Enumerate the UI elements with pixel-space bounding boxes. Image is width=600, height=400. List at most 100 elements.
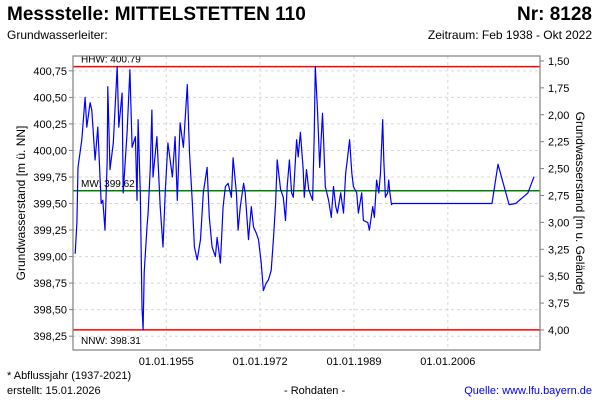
data-point bbox=[131, 146, 133, 148]
y-tick-label: 398,50 bbox=[33, 305, 67, 317]
data-point bbox=[224, 186, 226, 187]
data-point bbox=[235, 192, 237, 194]
created-date: erstellt: 15.01.2026 bbox=[7, 385, 101, 397]
data-point bbox=[296, 139, 298, 141]
data-point bbox=[121, 92, 123, 94]
data-point bbox=[258, 239, 259, 241]
data-point bbox=[357, 212, 359, 214]
data-point bbox=[272, 239, 274, 241]
rawdata-label: - Rohdaten - bbox=[284, 385, 346, 397]
y-tick-label: 399,00 bbox=[33, 252, 67, 264]
data-point bbox=[211, 246, 213, 248]
data-point bbox=[156, 136, 158, 138]
data-point bbox=[102, 199, 104, 201]
data-point bbox=[491, 203, 493, 204]
data-point bbox=[346, 159, 348, 161]
data-point bbox=[361, 192, 363, 194]
data-point bbox=[286, 186, 288, 187]
data-point bbox=[303, 196, 305, 198]
y-right-tick-label: 3,00 bbox=[548, 217, 569, 229]
data-point bbox=[112, 142, 114, 144]
data-point bbox=[129, 69, 131, 71]
data-point bbox=[323, 139, 325, 141]
data-point bbox=[182, 146, 184, 148]
data-point bbox=[250, 206, 252, 208]
data-point bbox=[276, 159, 278, 161]
x-tick-label: 01.01.1989 bbox=[326, 356, 381, 368]
data-point bbox=[193, 246, 195, 248]
data-point bbox=[253, 226, 254, 228]
data-point bbox=[171, 176, 173, 178]
y-tick-label: 399,50 bbox=[33, 199, 67, 211]
data-point bbox=[387, 192, 389, 194]
data-point bbox=[319, 166, 321, 168]
x-tick-label: 01.01.1955 bbox=[139, 356, 194, 368]
data-point bbox=[380, 172, 381, 174]
data-point bbox=[317, 109, 318, 111]
source-link[interactable]: Quelle: www.lfu.bayern.de bbox=[464, 385, 592, 397]
data-point bbox=[109, 169, 111, 171]
data-point bbox=[384, 196, 386, 198]
data-point bbox=[362, 220, 364, 221]
data-point bbox=[134, 136, 136, 138]
data-point bbox=[164, 192, 166, 194]
data-point bbox=[216, 237, 218, 238]
data-point bbox=[142, 329, 144, 331]
data-point bbox=[291, 192, 293, 194]
data-point bbox=[176, 199, 178, 201]
data-point bbox=[74, 252, 76, 254]
data-point bbox=[324, 186, 326, 187]
data-point bbox=[299, 131, 301, 133]
data-point bbox=[91, 109, 93, 111]
data-point bbox=[122, 192, 124, 194]
data-point bbox=[345, 172, 347, 174]
data-point bbox=[270, 269, 272, 271]
y-tick-label: 400,25 bbox=[33, 119, 67, 131]
data-point bbox=[302, 169, 304, 171]
station-number: Nr: 8128 bbox=[517, 4, 592, 25]
y-right-tick-label: 3,50 bbox=[548, 271, 569, 283]
y-tick-label: 399,25 bbox=[33, 225, 67, 237]
data-point bbox=[81, 139, 83, 141]
data-point bbox=[267, 279, 269, 281]
data-point bbox=[349, 139, 351, 141]
data-point bbox=[76, 222, 78, 224]
data-point bbox=[167, 142, 169, 144]
data-point bbox=[382, 119, 384, 121]
data-point bbox=[86, 126, 88, 128]
data-point bbox=[508, 204, 510, 206]
data-point bbox=[244, 192, 246, 194]
data-point bbox=[97, 126, 99, 128]
data-point bbox=[368, 229, 370, 231]
data-point bbox=[179, 122, 181, 124]
data-point bbox=[237, 229, 239, 231]
data-point bbox=[239, 206, 241, 208]
y-right-tick-label: 1,75 bbox=[548, 83, 569, 95]
data-point bbox=[340, 192, 342, 194]
series-line bbox=[74, 66, 535, 331]
y-tick-label: 398,25 bbox=[33, 331, 67, 343]
data-point bbox=[208, 216, 210, 218]
data-point bbox=[297, 156, 299, 158]
y-tick-label: 400,75 bbox=[33, 66, 67, 78]
aquifer-label: Grundwasserleiter: bbox=[7, 28, 108, 42]
data-point bbox=[146, 226, 148, 228]
data-point bbox=[497, 163, 499, 165]
y-right-axis-title: Grundwasserstand [m u. Gelände] bbox=[573, 112, 587, 295]
data-point bbox=[515, 203, 517, 204]
data-point bbox=[137, 119, 139, 121]
x-tick-label: 01.01.2006 bbox=[420, 356, 475, 368]
data-point bbox=[243, 182, 245, 184]
data-point bbox=[335, 206, 337, 208]
data-point bbox=[227, 182, 229, 184]
data-point bbox=[143, 272, 145, 273]
data-point bbox=[186, 84, 188, 86]
x-tick-label: 01.01.1972 bbox=[233, 356, 288, 368]
y-right-tick-label: 3,25 bbox=[548, 244, 569, 256]
data-point bbox=[306, 169, 307, 171]
data-point bbox=[159, 206, 161, 208]
y-right-tick-label: 2,50 bbox=[548, 164, 569, 176]
data-point bbox=[391, 204, 392, 206]
data-point bbox=[308, 189, 310, 191]
